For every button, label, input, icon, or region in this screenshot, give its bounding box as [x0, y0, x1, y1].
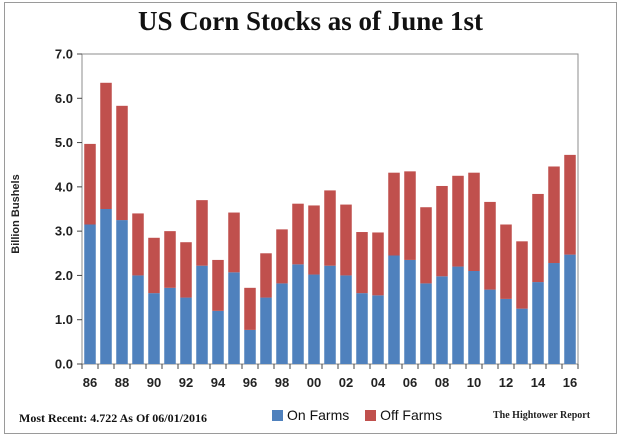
bar-on-farms — [228, 272, 240, 364]
bar-off-farms — [292, 203, 304, 265]
bar-on-farms — [164, 287, 176, 364]
bar-on-farms — [420, 283, 432, 364]
x-tick-label: 08 — [435, 375, 449, 390]
bar-off-farms — [116, 105, 128, 221]
bar-on-farms — [116, 220, 128, 364]
x-tick-label: 12 — [499, 375, 513, 390]
bar-on-farms — [148, 293, 160, 364]
bar-on-farms — [340, 275, 352, 364]
bar-off-farms — [468, 172, 480, 271]
bar-on-farms — [132, 275, 144, 364]
y-tick-label: 2.0 — [55, 268, 73, 283]
bar-off-farms — [388, 172, 400, 256]
bar-on-farms — [276, 283, 288, 364]
bar-off-farms — [548, 166, 560, 264]
bar-on-farms — [244, 329, 256, 364]
bar-on-farms — [260, 297, 272, 364]
y-tick-label: 4.0 — [55, 179, 73, 194]
bar-off-farms — [228, 212, 240, 273]
x-tick-label: 98 — [275, 375, 289, 390]
bar-on-farms — [84, 224, 96, 364]
bar-off-farms — [340, 204, 352, 276]
bar-off-farms — [500, 224, 512, 299]
x-tick-label: 86 — [83, 375, 97, 390]
legend-swatch-on-farms — [272, 409, 283, 421]
bar-on-farms — [212, 310, 224, 364]
source-credit: The Hightower Report — [493, 410, 591, 421]
bar-off-farms — [244, 287, 256, 330]
bar-off-farms — [516, 241, 528, 309]
bar-on-farms — [532, 282, 544, 364]
bar-off-farms — [436, 185, 448, 277]
bar-off-farms — [132, 213, 144, 276]
bar-off-farms — [196, 200, 208, 266]
x-tick-label: 14 — [531, 375, 546, 390]
bar-off-farms — [484, 201, 496, 290]
y-tick-label: 3.0 — [55, 224, 73, 239]
x-tick-label: 90 — [147, 375, 161, 390]
bar-off-farms — [532, 193, 544, 283]
bar-off-farms — [564, 154, 576, 255]
bar-off-farms — [164, 231, 176, 288]
bar-on-farms — [372, 295, 384, 364]
legend-label-on-farms: On Farms — [287, 407, 350, 423]
bar-off-farms — [100, 82, 112, 209]
bar-off-farms — [260, 253, 272, 298]
bar-off-farms — [404, 171, 416, 260]
y-tick-label: 1.0 — [55, 312, 73, 327]
bar-on-farms — [468, 271, 480, 364]
bar-off-farms — [148, 237, 160, 294]
bar-on-farms — [180, 297, 192, 364]
bar-on-farms — [548, 263, 560, 364]
x-tick-label: 00 — [307, 375, 321, 390]
x-tick-label: 96 — [243, 375, 257, 390]
bar-off-farms — [308, 205, 320, 275]
y-tick-label: 0.0 — [55, 357, 73, 372]
bar-off-farms — [180, 242, 192, 298]
legend-label-off-farms: Off Farms — [380, 407, 443, 423]
bar-on-farms — [452, 266, 464, 364]
y-tick-label: 5.0 — [55, 135, 73, 150]
x-tick-label: 88 — [115, 375, 129, 390]
x-tick-label: 04 — [371, 375, 386, 390]
x-tick-label: 06 — [403, 375, 417, 390]
chart-title: US Corn Stocks as of June 1st — [137, 6, 484, 36]
bar-on-farms — [388, 255, 400, 364]
bar-on-farms — [484, 289, 496, 364]
bar-off-farms — [452, 175, 464, 267]
bar-on-farms — [324, 265, 336, 364]
bar-on-farms — [196, 265, 208, 364]
legend-item-on-farms: On Farms — [272, 407, 349, 423]
bar-on-farms — [308, 274, 320, 364]
bar-off-farms — [372, 232, 384, 296]
bar-off-farms — [84, 143, 96, 225]
y-tick-label: 7.0 — [55, 47, 73, 62]
bar-on-farms — [404, 259, 416, 364]
bar-on-farms — [500, 298, 512, 364]
bar-off-farms — [420, 207, 432, 284]
bar-on-farms — [564, 254, 576, 364]
x-tick-label: 92 — [179, 375, 193, 390]
bar-on-farms — [100, 209, 112, 364]
bar-off-farms — [324, 190, 336, 266]
x-tick-label: 94 — [211, 375, 226, 390]
x-tick-label: 10 — [467, 375, 481, 390]
most-recent-note: Most Recent: 4.722 As Of 06/01/2016 — [19, 411, 207, 425]
legend-item-off-farms: Off Farms — [365, 407, 442, 423]
bar-on-farms — [436, 276, 448, 364]
bar-on-farms — [356, 293, 368, 364]
y-tick-label: 6.0 — [55, 91, 73, 106]
bar-on-farms — [516, 308, 528, 364]
bar-off-farms — [276, 229, 288, 284]
bar-on-farms — [292, 264, 304, 364]
legend: On Farms Off Farms — [272, 407, 454, 424]
x-tick-label: 02 — [339, 375, 353, 390]
legend-swatch-off-farms — [365, 409, 377, 421]
bar-off-farms — [212, 259, 224, 311]
x-tick-label: 16 — [563, 375, 577, 390]
bar-off-farms — [356, 232, 368, 294]
